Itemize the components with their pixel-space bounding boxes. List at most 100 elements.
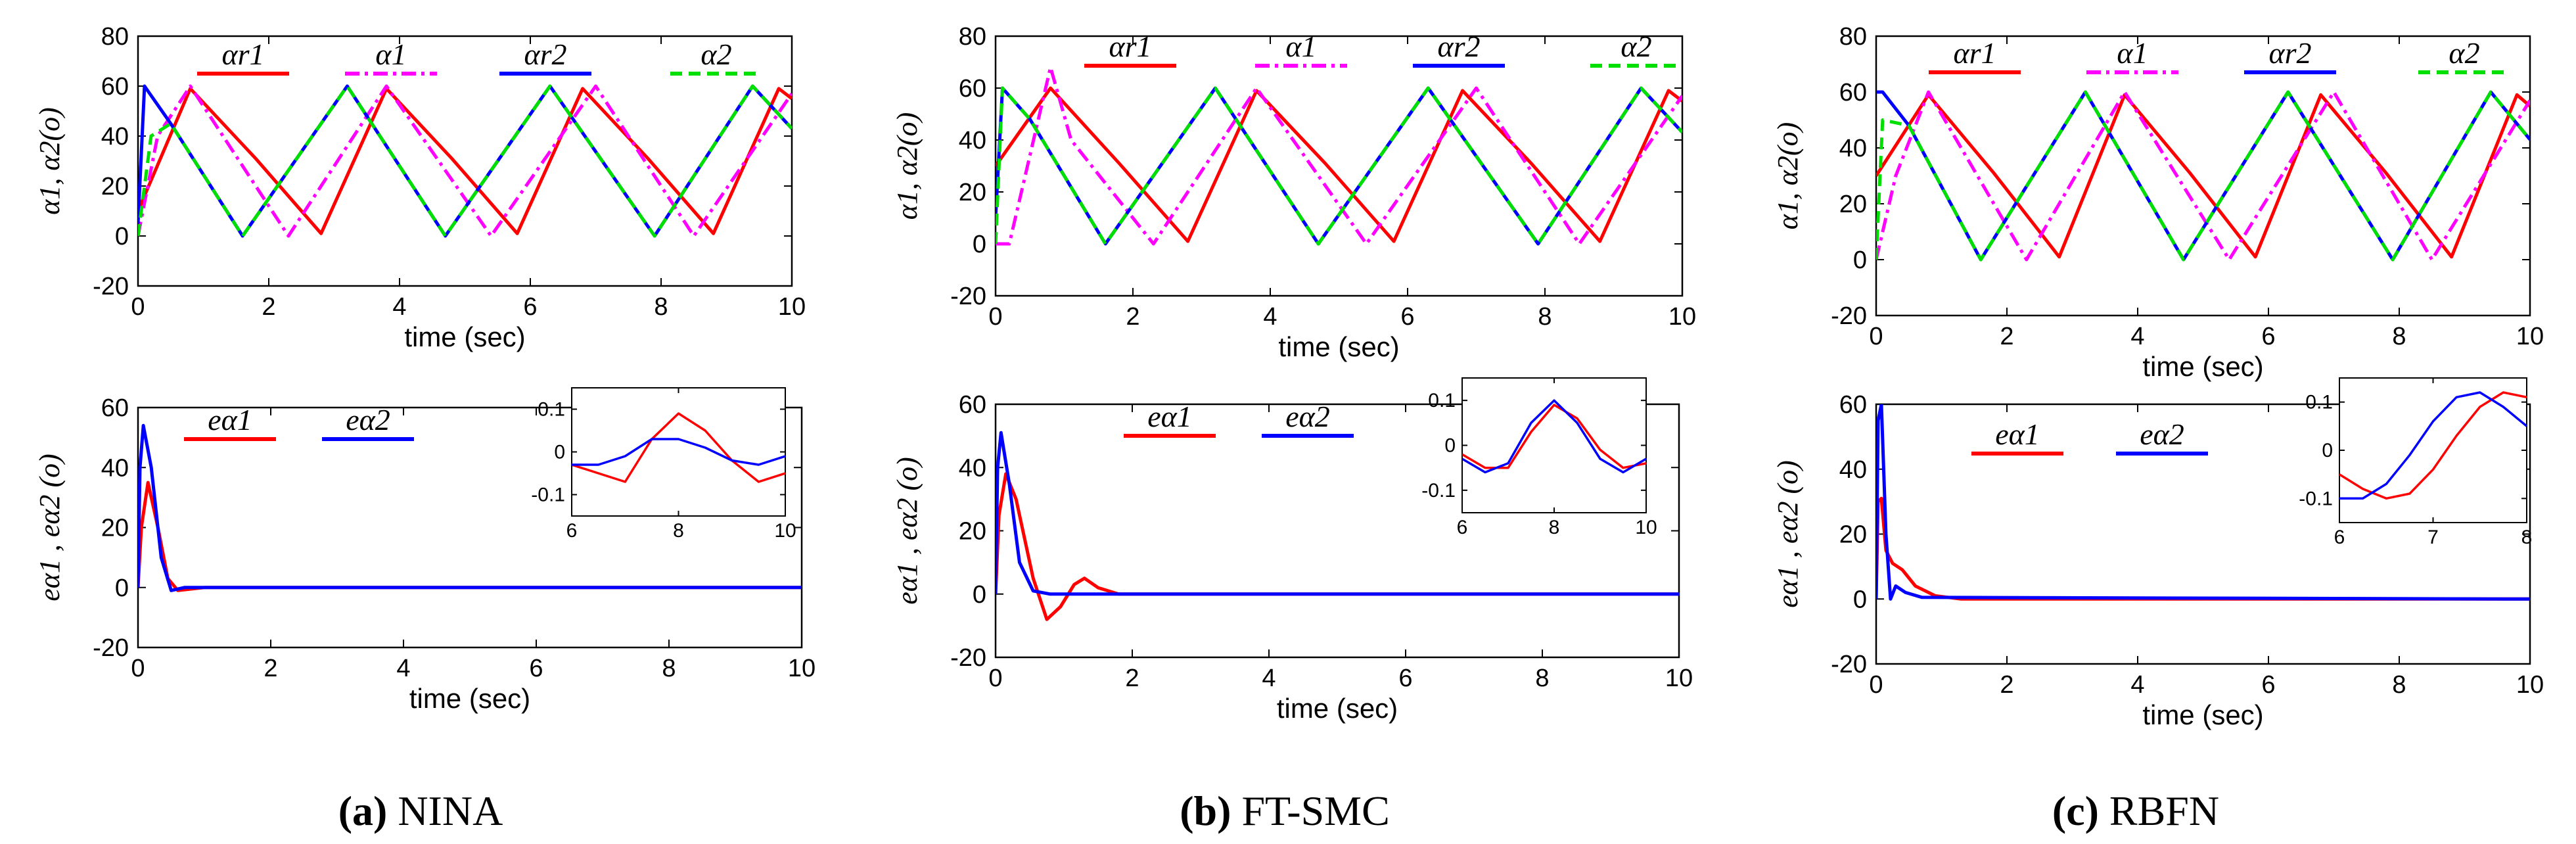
x-tick-label: 4 (396, 655, 410, 682)
legend-label: αr2 (2268, 36, 2311, 70)
series-line-α2 (138, 84, 792, 238)
legend-label: αr1 (221, 37, 264, 71)
y-tick-label: 0 (115, 574, 129, 602)
y-tick-label: -20 (950, 644, 986, 672)
series-line-eα2 (2339, 391, 2527, 500)
x-tick-label: 0 (988, 303, 1002, 331)
series-line-α2 (1876, 90, 2530, 262)
x-tick-label: 10 (774, 520, 796, 542)
subfigure-caption: (c) RBFN (2052, 787, 2219, 834)
x-tick-label: 6 (523, 293, 537, 321)
x-tick-label: 8 (662, 655, 676, 682)
y-tick-label: 60 (1839, 391, 1867, 419)
inset-plot: 6 8 10 -0.1 0 0.1 (1421, 377, 1657, 538)
x-tick-label: 4 (2130, 671, 2144, 699)
series-line-αr1 (1876, 93, 2530, 259)
x-tick-label: 0 (988, 665, 1002, 692)
series-line-eα2 (1462, 399, 1646, 474)
y-axis-label: α1, α2(o) (34, 107, 66, 215)
plot-frame (994, 35, 1684, 297)
x-tick-label: 10 (1668, 303, 1696, 331)
x-tick-label: 8 (1538, 303, 1552, 331)
y-tick-label: -0.1 (1421, 480, 1456, 502)
y-tick-label: 40 (101, 454, 129, 482)
y-tick-label: 0.1 (538, 399, 565, 421)
x-tick-label: 8 (2392, 323, 2406, 350)
x-tick-label: 6 (566, 520, 578, 542)
legend-label: α1 (375, 37, 406, 71)
y-tick-label: 80 (959, 23, 986, 51)
legend-label: αr1 (1953, 36, 1996, 70)
x-tick-label: 7 (2427, 527, 2439, 548)
x-tick-label: 8 (2521, 527, 2533, 548)
y-tick-label: 0.1 (1428, 390, 1456, 411)
legend-label: eα2 (2140, 417, 2184, 451)
series-line-α2 (996, 86, 1682, 246)
y-tick-label: 80 (1839, 23, 1867, 51)
x-tick-label: 0 (131, 293, 145, 321)
inset-frame (2339, 377, 2527, 523)
y-tick-label: 0.1 (2305, 392, 2333, 413)
y-tick-label: 60 (1839, 79, 1867, 106)
x-tick-label: 2 (1125, 665, 1139, 692)
x-tick-label: 6 (2261, 671, 2275, 699)
y-axis-label: α1, α2(o) (1772, 122, 1804, 230)
x-tick-label: 10 (2516, 323, 2544, 350)
x-tick-label: 8 (673, 520, 684, 542)
y-tick-label: 0 (554, 442, 565, 463)
y-tick-label: -20 (93, 634, 129, 662)
y-tick-label: 60 (101, 394, 129, 422)
legend-label: eα2 (346, 403, 390, 436)
y-tick-label: 40 (959, 454, 986, 482)
caption-letter: (c) (2052, 787, 2099, 834)
y-tick-label: -20 (93, 273, 129, 300)
legend-label: αr2 (524, 37, 566, 71)
legend-label: αr2 (1437, 30, 1480, 63)
y-tick-label: 0 (2322, 440, 2333, 461)
y-tick-label: 20 (959, 179, 986, 206)
x-tick-label: 0 (131, 655, 145, 682)
y-tick-label: -0.1 (2299, 488, 2333, 509)
y-tick-label: 0 (1853, 586, 1867, 613)
series-line-eα2 (996, 431, 1679, 596)
y-tick-label: 60 (101, 73, 129, 101)
inset-plot: 6 7 8 -0.1 0 0.1 (2299, 377, 2533, 548)
x-tick-label: 8 (1549, 517, 1560, 538)
x-tick-label: 10 (1635, 517, 1657, 538)
y-tick-label: -20 (1831, 302, 1867, 330)
y-tick-label: 80 (101, 23, 129, 51)
legend-label: α2 (2449, 36, 2479, 70)
y-tick-label: 0 (973, 581, 986, 609)
caption-name: FT-SMC (1231, 787, 1389, 834)
x-tick-label: 4 (2130, 323, 2144, 350)
x-tick-label: 8 (654, 293, 668, 321)
inset-frame (571, 387, 786, 517)
legend-label: eα2 (1285, 400, 1330, 433)
y-tick-label: 40 (1839, 135, 1867, 162)
plot-frame (1875, 35, 2531, 317)
plot-frame (137, 35, 793, 287)
x-tick-label: 2 (262, 293, 275, 321)
x-tick-label: 2 (1126, 303, 1139, 331)
x-axis-label: time (sec) (409, 683, 530, 714)
legend-label: α1 (2117, 36, 2148, 70)
x-tick-label: 2 (264, 655, 277, 682)
y-tick-label: -20 (1831, 651, 1867, 678)
x-tick-label: 8 (1535, 665, 1549, 692)
y-tick-label: 20 (101, 173, 129, 200)
y-axis-label: eα1 , eα2 (o) (34, 454, 66, 601)
series-line-αr1 (138, 87, 792, 235)
y-tick-label: 0 (115, 223, 129, 250)
y-tick-label: 20 (959, 518, 986, 546)
y-tick-label: -20 (950, 283, 986, 310)
y-tick-label: 20 (1839, 191, 1867, 218)
legend-label: α2 (701, 37, 731, 71)
x-tick-label: 10 (2516, 671, 2544, 699)
y-tick-label: 20 (101, 515, 129, 542)
x-axis-label: time (sec) (2142, 699, 2263, 730)
